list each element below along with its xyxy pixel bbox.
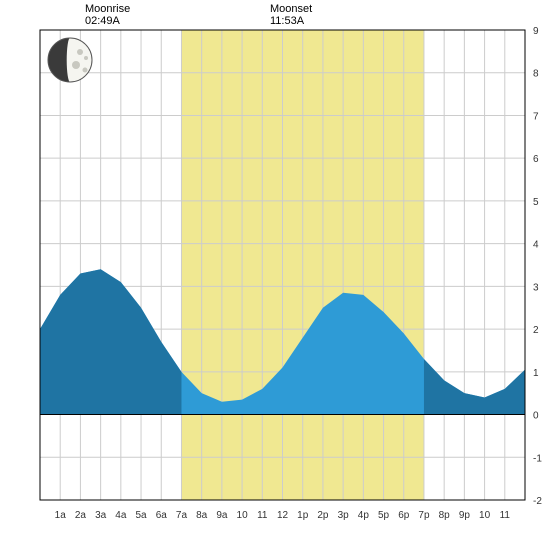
moonrise-time: 02:49A	[85, 15, 121, 27]
x-tick-label: 4a	[115, 510, 127, 521]
y-tick-label: -1	[533, 453, 542, 464]
y-tick-label: 1	[533, 368, 539, 379]
y-tick-label: 3	[533, 282, 539, 293]
y-tick-label: 2	[533, 325, 539, 336]
y-tick-label: 0	[533, 411, 539, 422]
y-tick-label: 6	[533, 154, 539, 165]
x-tick-label: 3a	[95, 510, 107, 521]
x-tick-label: 4p	[358, 510, 370, 521]
x-tick-label: 6a	[156, 510, 168, 521]
y-tick-label: 9	[533, 26, 539, 37]
moonrise-label: Moonrise	[85, 3, 130, 15]
x-tick-label: 7p	[418, 510, 430, 521]
y-tick-label: 5	[533, 197, 539, 208]
chart-svg: -2-101234567891a2a3a4a5a6a7a8a9a1011121p…	[0, 0, 550, 550]
x-tick-label: 10	[237, 510, 249, 521]
moon-phase-icon	[48, 38, 92, 82]
moonset-label: Moonset	[270, 3, 312, 15]
x-tick-label: 5p	[378, 510, 390, 521]
x-tick-label: 12	[277, 510, 289, 521]
x-tick-label: 2p	[317, 510, 329, 521]
x-tick-label: 6p	[398, 510, 410, 521]
x-tick-label: 9a	[216, 510, 228, 521]
x-tick-label: 8a	[196, 510, 208, 521]
y-tick-label: 7	[533, 111, 539, 122]
x-tick-label: 7a	[176, 510, 188, 521]
x-tick-label: 1a	[55, 510, 67, 521]
x-tick-label: 2a	[75, 510, 87, 521]
tide-chart: -2-101234567891a2a3a4a5a6a7a8a9a1011121p…	[0, 0, 550, 550]
x-tick-label: 8p	[439, 510, 451, 521]
y-tick-label: -2	[533, 496, 542, 507]
x-tick-label: 11	[500, 510, 511, 521]
moonset-time: 11:53A	[270, 15, 305, 27]
x-tick-label: 3p	[338, 510, 350, 521]
x-tick-label: 11	[257, 510, 268, 521]
x-tick-label: 5a	[135, 510, 147, 521]
x-tick-label: 9p	[459, 510, 471, 521]
y-tick-label: 8	[533, 69, 539, 80]
x-tick-label: 10	[479, 510, 491, 521]
y-tick-label: 4	[533, 240, 539, 251]
x-tick-label: 1p	[297, 510, 309, 521]
